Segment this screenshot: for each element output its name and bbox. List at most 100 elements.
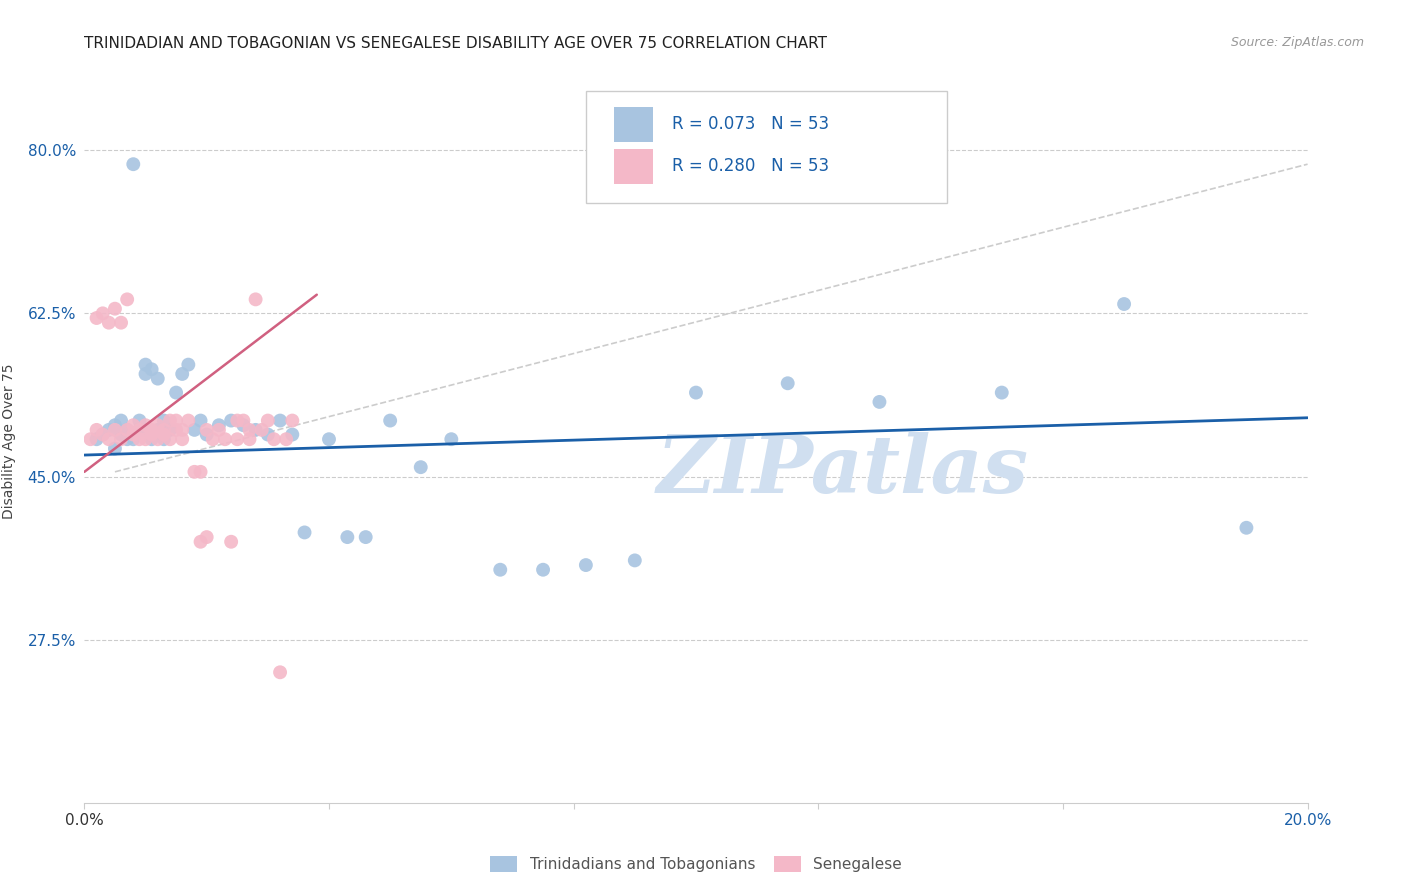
Point bbox=[122, 157, 145, 171]
Point bbox=[336, 530, 359, 544]
Point bbox=[104, 418, 127, 433]
Point bbox=[1236, 521, 1258, 535]
Point bbox=[177, 413, 200, 427]
Point bbox=[232, 418, 254, 433]
Point bbox=[146, 418, 169, 433]
Point bbox=[183, 423, 205, 437]
Point bbox=[281, 413, 304, 427]
Point bbox=[159, 413, 181, 427]
Point bbox=[380, 413, 402, 427]
Point bbox=[97, 316, 120, 330]
Point bbox=[869, 395, 891, 409]
Point bbox=[354, 530, 377, 544]
FancyBboxPatch shape bbox=[614, 107, 654, 142]
Point bbox=[115, 423, 138, 437]
Point bbox=[104, 301, 127, 316]
Point bbox=[146, 371, 169, 385]
Point bbox=[232, 413, 254, 427]
Point bbox=[238, 432, 260, 446]
Text: ZIPatlas: ZIPatlas bbox=[657, 432, 1029, 509]
Point bbox=[110, 432, 132, 446]
Point bbox=[91, 306, 114, 320]
Point bbox=[531, 563, 554, 577]
Point bbox=[115, 293, 138, 307]
Point bbox=[991, 385, 1014, 400]
FancyBboxPatch shape bbox=[614, 149, 654, 184]
Point bbox=[409, 460, 432, 475]
Point bbox=[575, 558, 598, 572]
Point bbox=[201, 432, 224, 446]
Point bbox=[195, 427, 218, 442]
Point bbox=[141, 427, 163, 442]
Point bbox=[208, 418, 231, 433]
Point bbox=[165, 423, 187, 437]
Point bbox=[165, 385, 187, 400]
Point bbox=[135, 418, 157, 433]
Point bbox=[79, 432, 101, 446]
Point bbox=[146, 423, 169, 437]
Point bbox=[135, 367, 157, 381]
Point bbox=[153, 413, 176, 427]
Point bbox=[110, 316, 132, 330]
Point bbox=[269, 413, 291, 427]
Point bbox=[263, 432, 285, 446]
Point bbox=[128, 423, 150, 437]
Point bbox=[177, 358, 200, 372]
Point bbox=[153, 427, 176, 442]
Point bbox=[141, 362, 163, 376]
Point bbox=[190, 465, 212, 479]
Point bbox=[86, 311, 108, 326]
Point bbox=[281, 427, 304, 442]
Point bbox=[110, 413, 132, 427]
Point bbox=[257, 427, 280, 442]
Point bbox=[122, 418, 145, 433]
Point bbox=[153, 423, 176, 437]
Point bbox=[128, 432, 150, 446]
Point bbox=[190, 534, 212, 549]
Point bbox=[110, 427, 132, 442]
Point bbox=[208, 423, 231, 437]
Point bbox=[624, 553, 647, 567]
Point bbox=[172, 423, 194, 437]
Point bbox=[195, 530, 218, 544]
Point bbox=[245, 423, 267, 437]
Point bbox=[141, 432, 163, 446]
Point bbox=[257, 413, 280, 427]
Point bbox=[86, 432, 108, 446]
Point bbox=[128, 423, 150, 437]
Point bbox=[318, 432, 340, 446]
Point bbox=[269, 665, 291, 680]
Point bbox=[219, 413, 242, 427]
Point bbox=[1114, 297, 1136, 311]
Point bbox=[219, 534, 242, 549]
Point bbox=[172, 367, 194, 381]
Point bbox=[91, 427, 114, 442]
Point bbox=[122, 427, 145, 442]
Point bbox=[91, 427, 114, 442]
Point bbox=[183, 465, 205, 479]
Text: R = 0.280   N = 53: R = 0.280 N = 53 bbox=[672, 157, 828, 175]
Point bbox=[104, 423, 127, 437]
Point bbox=[245, 293, 267, 307]
Point bbox=[776, 376, 799, 391]
Point bbox=[294, 525, 316, 540]
Point bbox=[146, 432, 169, 446]
Point bbox=[214, 432, 236, 446]
Point bbox=[135, 432, 157, 446]
Point bbox=[195, 423, 218, 437]
Point bbox=[238, 423, 260, 437]
Point bbox=[489, 563, 512, 577]
Point bbox=[115, 432, 138, 446]
Y-axis label: Disability Age Over 75: Disability Age Over 75 bbox=[3, 364, 17, 519]
Point bbox=[159, 423, 181, 437]
Point bbox=[250, 423, 273, 437]
Point bbox=[165, 413, 187, 427]
Point bbox=[128, 413, 150, 427]
Point bbox=[190, 413, 212, 427]
Point bbox=[226, 432, 249, 446]
Text: TRINIDADIAN AND TOBAGONIAN VS SENEGALESE DISABILITY AGE OVER 75 CORRELATION CHAR: TRINIDADIAN AND TOBAGONIAN VS SENEGALESE… bbox=[84, 36, 827, 51]
Legend: Trinidadians and Tobagonians, Senegalese: Trinidadians and Tobagonians, Senegalese bbox=[484, 850, 908, 879]
Point bbox=[159, 432, 181, 446]
FancyBboxPatch shape bbox=[586, 91, 946, 203]
Text: R = 0.073   N = 53: R = 0.073 N = 53 bbox=[672, 115, 828, 133]
